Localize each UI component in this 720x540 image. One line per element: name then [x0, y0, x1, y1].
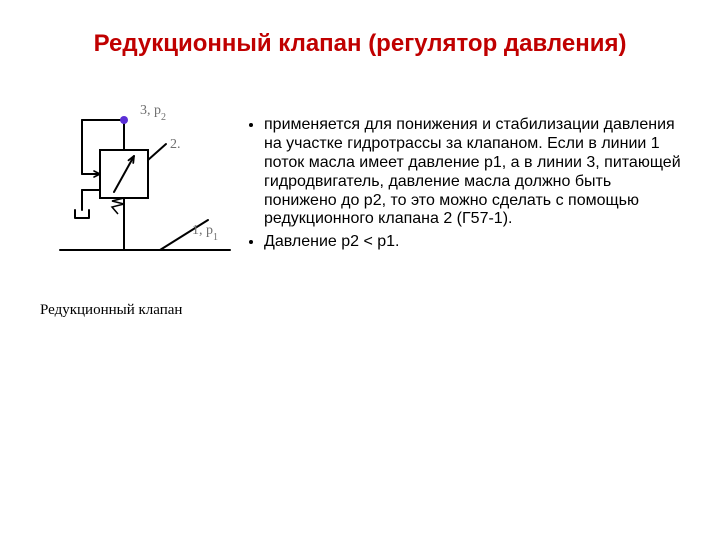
slide-root: Редукционный клапан (регулятор давления)…	[0, 0, 720, 540]
diagram-caption: Редукционный клапан	[40, 302, 240, 319]
bullet-item: применяется для понижения и стабилизации…	[264, 116, 686, 229]
bullet-list: применяется для понижения и стабилизации…	[246, 116, 686, 252]
page-title: Редукционный клапан (регулятор давления)	[0, 30, 720, 58]
svg-text:2.: 2.	[170, 137, 181, 152]
valve-schematic: 3, р2 2. 1, р1	[40, 100, 240, 270]
bullet-item: Давление р2 < р1.	[264, 233, 686, 252]
svg-text:3, р2: 3, р2	[140, 103, 166, 123]
diagram: 3, р2 2. 1, р1	[40, 100, 240, 320]
body-text: применяется для понижения и стабилизации…	[246, 116, 686, 256]
svg-text:1, р1: 1, р1	[192, 223, 218, 243]
